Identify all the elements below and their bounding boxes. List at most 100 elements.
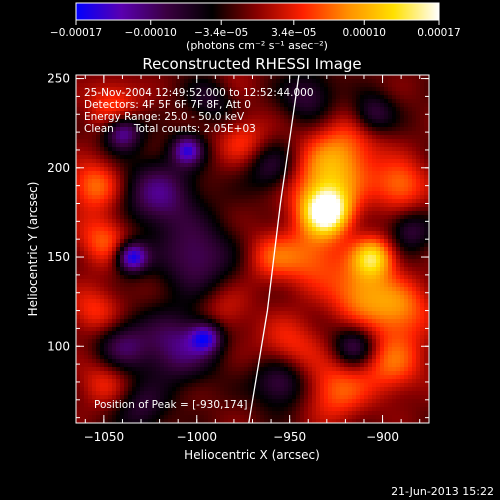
heatmap-cell <box>208 111 213 116</box>
heatmap-cell <box>164 115 169 120</box>
heatmap-cell <box>136 295 141 300</box>
heatmap-cell <box>192 179 197 184</box>
heatmap-cell <box>292 291 297 296</box>
heatmap-cell <box>368 223 373 228</box>
heatmap-cell <box>412 179 417 184</box>
heatmap-cell <box>128 95 133 100</box>
heatmap-cell <box>360 155 365 160</box>
heatmap-cell <box>136 171 141 176</box>
heatmap-cell <box>372 143 377 148</box>
heatmap-cell <box>360 231 365 236</box>
heatmap-cell <box>356 167 361 172</box>
heatmap-cell <box>100 271 105 276</box>
heatmap-cell <box>148 111 153 116</box>
heatmap-cell <box>180 291 185 296</box>
heatmap-cell <box>200 79 205 84</box>
heatmap-cell <box>288 207 293 212</box>
heatmap-cell <box>84 279 89 284</box>
heatmap-cell <box>312 259 317 264</box>
heatmap-cell <box>200 199 205 204</box>
heatmap-cell <box>328 115 333 120</box>
heatmap-cell <box>136 99 141 104</box>
heatmap-cell <box>356 283 361 288</box>
heatmap-cell <box>384 79 389 84</box>
heatmap-cell <box>256 287 261 292</box>
heatmap-cell <box>356 95 361 100</box>
heatmap-cell <box>232 99 237 104</box>
heatmap-cell <box>328 191 333 196</box>
heatmap-cell <box>216 143 221 148</box>
heatmap-cell <box>108 239 113 244</box>
heatmap-cell <box>380 147 385 152</box>
heatmap-cell <box>388 91 393 96</box>
heatmap-cell <box>144 99 149 104</box>
heatmap-cell <box>272 155 277 160</box>
heatmap-cell <box>376 287 381 292</box>
heatmap-cell <box>408 91 413 96</box>
heatmap-cell <box>260 271 265 276</box>
heatmap-cell <box>364 159 369 164</box>
heatmap-cell <box>336 215 341 220</box>
heatmap-cell <box>88 211 93 216</box>
heatmap-cell <box>116 275 121 280</box>
heatmap-cell <box>216 83 221 88</box>
heatmap-cell <box>328 75 333 80</box>
heatmap-cell <box>248 243 253 248</box>
heatmap-cell <box>336 219 341 224</box>
heatmap-cell <box>160 231 165 236</box>
heatmap-cell <box>392 259 397 264</box>
heatmap-cell <box>404 207 409 212</box>
heatmap-cell <box>280 251 285 256</box>
heatmap-cell <box>292 111 297 116</box>
heatmap-cell <box>372 235 377 240</box>
heatmap-cell <box>124 143 129 148</box>
heatmap-cell <box>248 283 253 288</box>
heatmap-cell <box>192 99 197 104</box>
heatmap-cell <box>248 131 253 136</box>
heatmap-cell <box>196 123 201 128</box>
heatmap-cell <box>120 239 125 244</box>
heatmap-cell <box>324 75 329 80</box>
heatmap-cell <box>220 151 225 156</box>
heatmap-cell <box>324 147 329 152</box>
heatmap-cell <box>268 243 273 248</box>
heatmap-cell <box>232 107 237 112</box>
heatmap-cell <box>408 215 413 220</box>
heatmap-cell <box>116 219 121 224</box>
heatmap-cell <box>404 111 409 116</box>
heatmap-cell <box>300 247 305 252</box>
heatmap-cell <box>168 287 173 292</box>
heatmap-cell <box>276 103 281 108</box>
heatmap-cell <box>156 207 161 212</box>
heatmap-cell <box>236 235 241 240</box>
heatmap-cell <box>368 135 373 140</box>
heatmap-cell <box>320 211 325 216</box>
heatmap-cell <box>132 155 137 160</box>
heatmap-cell <box>300 131 305 136</box>
heatmap-cell <box>88 163 93 168</box>
heatmap-cell <box>284 83 289 88</box>
heatmap-cell <box>416 203 421 208</box>
heatmap-cell <box>356 187 361 192</box>
heatmap-cell <box>372 259 377 264</box>
heatmap-cell <box>164 255 169 260</box>
heatmap-cell <box>116 159 121 164</box>
heatmap-cell <box>304 279 309 284</box>
heatmap-cell <box>164 175 169 180</box>
heatmap-cell <box>320 183 325 188</box>
heatmap-cell <box>176 79 181 84</box>
heatmap-cell <box>76 151 81 156</box>
heatmap-cell <box>356 151 361 156</box>
heatmap-cell <box>160 291 165 296</box>
heatmap-cell <box>352 139 357 144</box>
heatmap-cell <box>300 295 305 300</box>
heatmap-cell <box>284 191 289 196</box>
heatmap-cell <box>152 123 157 128</box>
heatmap-cell <box>348 95 353 100</box>
heatmap-cell <box>300 199 305 204</box>
heatmap-cell <box>188 171 193 176</box>
heatmap-cell <box>340 259 345 264</box>
heatmap-cell <box>244 127 249 132</box>
heatmap-cell <box>412 155 417 160</box>
heatmap-cell <box>104 79 109 84</box>
